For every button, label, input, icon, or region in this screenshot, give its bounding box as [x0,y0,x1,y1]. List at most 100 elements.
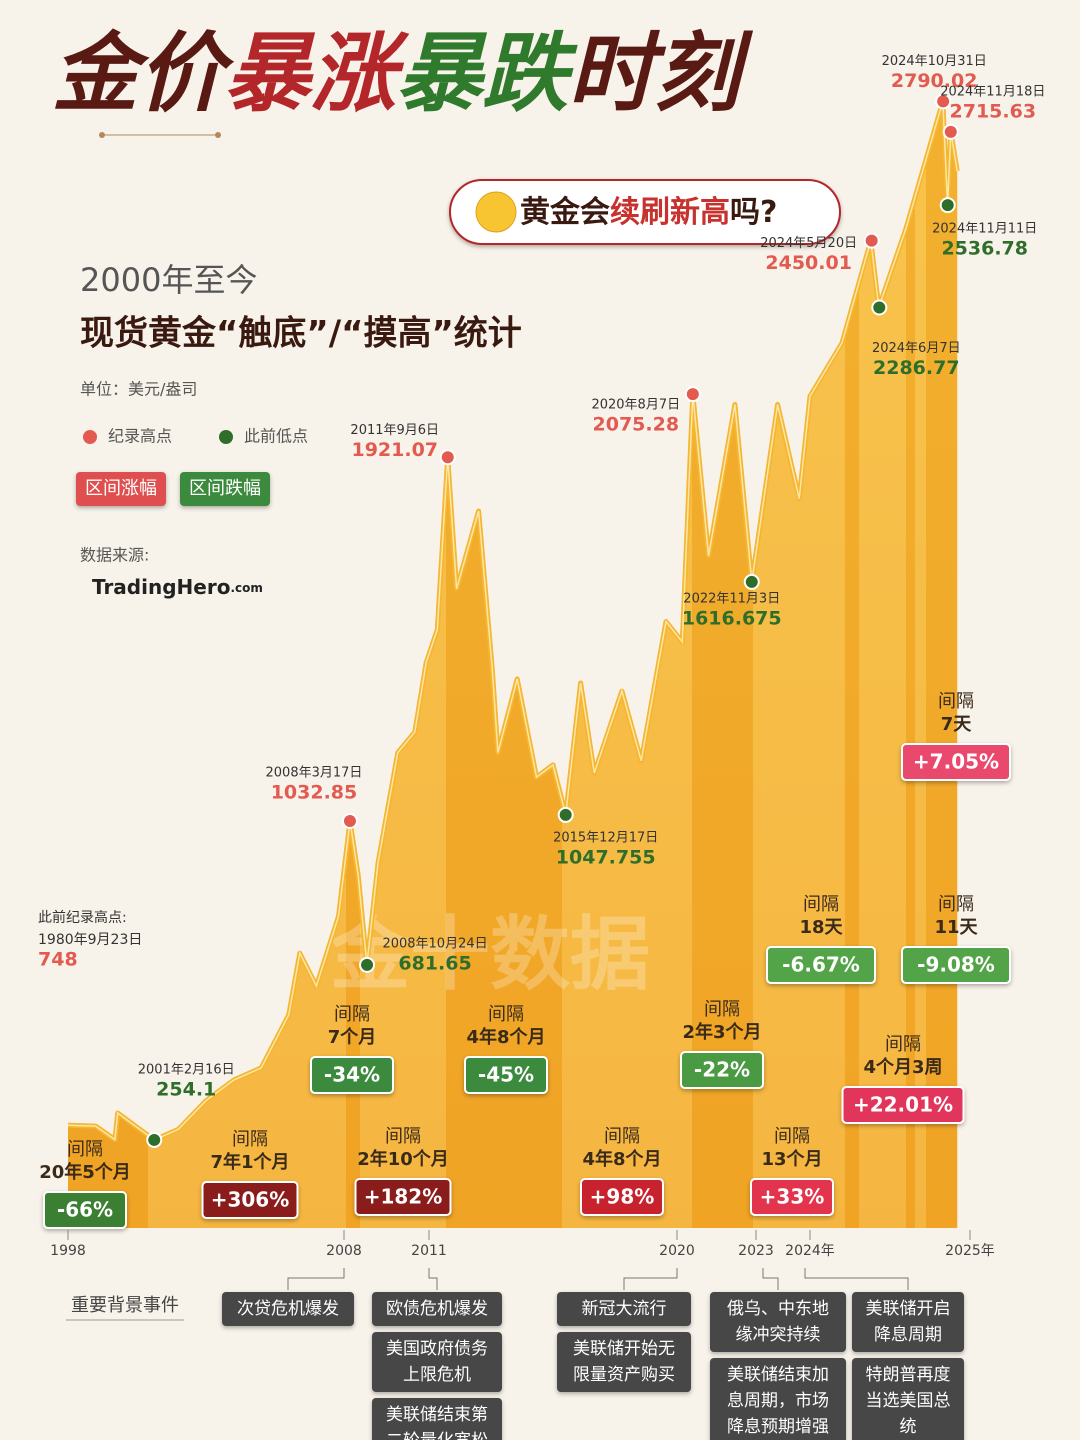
title: 金价暴涨暴跌时刻 [52,24,754,124]
point-date: 2011年9月6日 [350,423,439,438]
point-date: 2020年8月7日 [591,398,680,413]
point-date: 2022年11月3日 [683,591,780,606]
legend-badge [180,472,270,506]
interval-value: -22% [694,1058,750,1082]
interval-label: 间隔 [938,691,974,712]
interval-label: 间隔 [704,999,740,1020]
point [743,573,760,590]
source-logo-name: TradingHero [92,575,230,599]
interval-value: -9.08% [917,953,995,977]
event-text: 缘冲突持续 [736,1325,821,1345]
source-label: 数据来源: [80,546,149,565]
point [942,123,959,140]
x-tick-label: 1998 [50,1243,86,1259]
event-text: 美联储开启 [866,1299,951,1319]
interval-duration: 4个月3周 [863,1056,942,1078]
event-text: 当选美国总 [866,1391,951,1411]
interval-value: -45% [478,1063,534,1087]
area [68,101,958,1228]
point-date: 2024年11月11日 [932,222,1037,237]
interval-duration: 7天 [941,714,973,735]
x-tick-label: 2020 [659,1243,695,1259]
interval-value: -6.67% [782,953,860,977]
event-box [710,1358,846,1440]
interval-label: 间隔 [604,1126,640,1147]
event-text: 二轮量化宽松 [386,1431,488,1440]
event-text: 息周期，市场 [727,1391,829,1411]
point [146,1131,163,1148]
event-box [710,1292,846,1352]
source-logo-domain: .com [230,581,262,595]
point [684,386,701,403]
interval-badge [43,1191,127,1229]
previous-record-value: 748 [38,949,78,971]
point [863,232,880,249]
title-part: 时刻 [568,24,754,124]
point [557,806,574,823]
interval-duration: 2年3个月 [682,1021,761,1043]
x-tick-label: 2011 [411,1243,447,1259]
point-date: 2008年3月17日 [266,766,363,781]
event-text: 降息预期增强 [727,1417,829,1437]
interval-badge [680,1051,764,1089]
event-text: 降息周期 [874,1325,942,1345]
x-tick-label: 2023 [738,1243,774,1259]
point-value: 2790.02 [891,70,978,92]
interval-label: 间隔 [488,1004,524,1025]
event-text: 美联储结束第 [386,1405,488,1425]
line-highlight [67,101,958,1141]
interval-badge [841,1086,965,1124]
point [939,197,956,214]
interval-label: 间隔 [67,1139,103,1160]
event-text: 美国政府债务 [386,1339,488,1359]
point [341,813,358,830]
point-value: 1921.07 [351,439,438,461]
interval-badge [354,1178,452,1216]
title-part: 暴跌 [396,24,578,124]
legend-badge-label: 区间涨幅 [85,478,157,499]
x-tick-label: 2008 [326,1243,362,1259]
interval-value: -66% [57,1198,113,1222]
x-tick-label: 2025年 [945,1243,995,1259]
title-dot [99,132,105,138]
point [439,449,456,466]
interval-duration: 11天 [934,917,978,938]
interval-value: +7.05% [913,750,999,774]
point-value: 681.65 [398,952,471,974]
interval-duration: 13个月 [761,1148,822,1170]
point-date: 2015年12月17日 [553,830,658,845]
point-value: 1616.675 [682,607,782,629]
point-date: 2008年10月24日 [382,936,487,951]
interval-badge [310,1056,394,1094]
interval-duration: 20年5个月 [39,1161,131,1183]
event-text: 新冠大流行 [582,1299,667,1319]
title-part: 金价 [52,24,235,124]
interval-label: 间隔 [938,894,974,915]
point-value: 2450.01 [765,252,852,274]
interval-value: +182% [364,1185,443,1209]
legend-dot [83,430,97,444]
interval-duration: 4年8个月 [582,1148,661,1170]
previous-record-date: 1980年9月23日 [38,932,142,948]
events-label: 重要背景事件 [71,1295,179,1316]
question-bubble [449,179,841,245]
event-box [372,1398,502,1440]
interval-badge [750,1178,834,1216]
point-value: 254.1 [156,1078,216,1100]
point-date: 2024年11月18日 [940,84,1045,99]
interval-value: +22.01% [853,1093,953,1117]
interval-label: 间隔 [385,1126,421,1147]
point-value: 2075.28 [593,414,680,436]
event-connector [287,1268,345,1290]
event-connector [762,1268,779,1290]
x-tick-label: 2024年 [785,1243,835,1259]
interval-badge [766,946,876,984]
event-box [557,1292,691,1326]
event-box [557,1332,691,1392]
interval-duration: 7年1个月 [210,1151,289,1173]
question: 黄金会续刷新高吗? [520,195,777,230]
interval-badge [464,1056,548,1094]
interval-label: 间隔 [803,894,839,915]
